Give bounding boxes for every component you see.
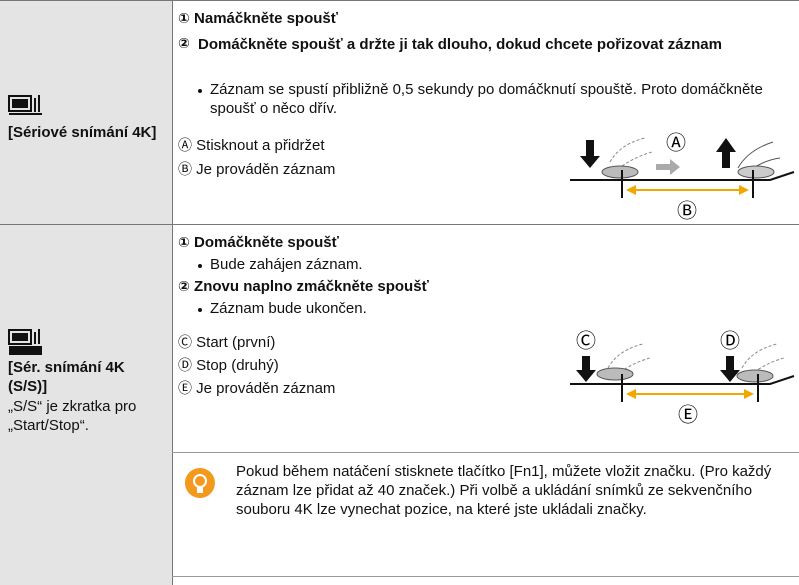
legend-marker: Ⓔ — [178, 381, 192, 397]
rule — [0, 0, 799, 1]
burst-4k-ss-icon — [8, 329, 42, 355]
bullet — [198, 264, 202, 268]
legend-item: Ⓔ Je prováděn záznam — [178, 379, 335, 399]
legend-marker: Ⓓ — [178, 358, 192, 374]
step-text: Domáčkněte spoušť a držte ji tak dlouho,… — [198, 36, 722, 53]
note: Bude zahájen záznam. — [210, 256, 363, 273]
bullet — [198, 89, 202, 93]
legend-item: Ⓓ Stop (druhý) — [178, 356, 279, 376]
rule — [0, 224, 799, 225]
rule — [172, 576, 799, 577]
step-marker: ① — [178, 11, 190, 27]
step: ① Namáčkněte spoušť — [178, 9, 338, 29]
note: Záznam se spustí přibližně 0,5 sekundy p… — [210, 81, 763, 117]
diagram-label: Ⓒ — [576, 329, 596, 353]
legend-marker: Ⓑ — [178, 162, 192, 178]
step-marker: ② — [178, 279, 190, 295]
diagram-label: Ⓐ — [666, 132, 686, 155]
legend-text: Je prováděn záznam — [196, 161, 336, 178]
legend-item: Ⓑ Je prováděn záznam — [178, 160, 335, 180]
diagram-label: Ⓓ — [720, 329, 740, 353]
row-header-cell — [0, 225, 172, 585]
legend-item: Ⓐ Stisknout a přidržet — [178, 136, 325, 156]
legend-text: Je prováděn záznam — [196, 380, 336, 397]
legend-text: Stisknout a přidržet — [196, 137, 325, 154]
bullet — [198, 308, 202, 312]
tip-icon — [184, 468, 215, 498]
tip-text: Pokud během natáčení stisknete tlačítko … — [236, 463, 772, 518]
shutter-diagram: Ⓐ Ⓑ — [570, 132, 795, 223]
step: ① Domáčkněte spoušť — [178, 233, 339, 253]
legend-item: Ⓒ Start (první) — [178, 333, 275, 353]
rule — [172, 0, 173, 585]
step-text: Namáčkněte spoušť — [194, 10, 338, 27]
step-marker: ① — [178, 235, 190, 251]
step-text: Domáčkněte spoušť — [194, 234, 339, 251]
legend-text: Stop (druhý) — [196, 357, 279, 374]
mode-label: [Sér. snímání 4K (S/S)] — [8, 359, 125, 395]
note: Záznam bude ukončen. — [210, 300, 367, 317]
diagram-label: Ⓔ — [678, 403, 698, 427]
legend-text: Start (první) — [196, 334, 276, 351]
legend-marker: Ⓐ — [178, 138, 192, 154]
diagram-label: Ⓑ — [677, 199, 697, 223]
step: ② Znovu naplno zmáčkněte spoušť — [178, 277, 429, 297]
rule — [172, 452, 799, 453]
step-text: Znovu naplno zmáčkněte spoušť — [194, 278, 429, 295]
legend-marker: Ⓒ — [178, 335, 192, 351]
burst-4k-icon — [8, 95, 42, 115]
mode-label: [Sériové snímání 4K] — [8, 124, 157, 141]
mode-note: „S/S“ je zkratka pro „Start/Stop“. — [8, 398, 137, 434]
shutter-diagram: Ⓒ Ⓓ Ⓔ — [570, 329, 795, 427]
step-marker: ② — [178, 36, 190, 52]
